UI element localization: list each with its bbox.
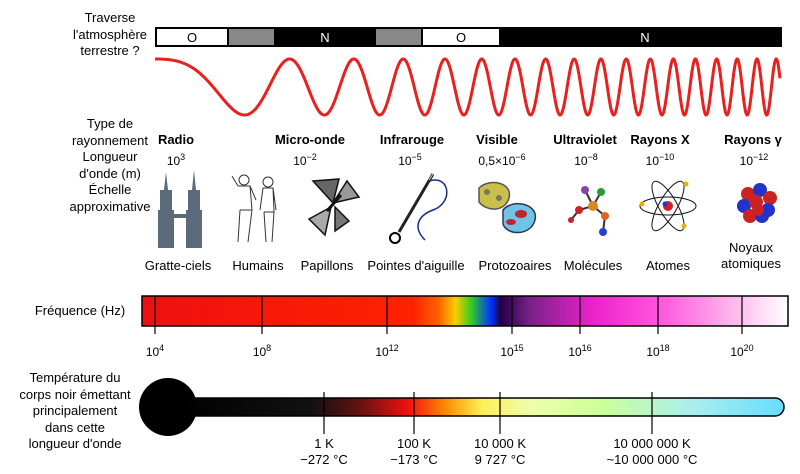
thermometer-bulb <box>139 378 197 436</box>
type-infrarouge: Infrarouge <box>379 132 445 147</box>
type-visible: Visible <box>476 132 518 147</box>
wave <box>155 57 782 117</box>
molecule-icon <box>568 186 609 236</box>
atmosphere-label-o2: O <box>456 30 466 45</box>
atmosphere-bar: O N O N <box>155 27 782 47</box>
scale-papillons: Papillons <box>300 258 354 273</box>
atmosphere-label-o1: O <box>187 30 197 45</box>
scale-molecules: Molécules <box>563 258 623 273</box>
atmosphere-segment <box>374 27 423 47</box>
freq-tick-1e20: 1020 <box>730 343 754 359</box>
frequency-bar <box>141 295 789 334</box>
temperature-label: Température du corps noir émettant princ… <box>19 370 131 451</box>
type-rayons-x: Rayons X <box>630 132 690 147</box>
atmosphere-label: Traverse l'atmosphère terrestre ? <box>72 10 148 58</box>
temp-1k: 1 K −272 °C <box>300 436 348 467</box>
freq-tick-1e18: 1018 <box>646 343 670 359</box>
wavelength-infrarouge: 10−5 <box>398 152 422 168</box>
radiation-row-labels: Type de rayonnement Longueur d'onde (m) … <box>69 116 151 214</box>
wavelength-radio: 103 <box>166 152 186 168</box>
atom-icon <box>639 180 697 232</box>
freq-tick-1e4: 104 <box>145 343 165 359</box>
wavelength-rayons-gamma: 10−12 <box>739 152 769 168</box>
wavelength-micro-onde: 10−2 <box>293 152 317 168</box>
scale-atomes: Atomes <box>645 258 691 273</box>
type-ultraviolet: Ultraviolet <box>553 132 617 147</box>
wavelength-rayons-x: 10−10 <box>645 152 675 168</box>
atmosphere-segment <box>227 27 276 47</box>
wavelength-visible: 0,5×10−6 <box>478 152 526 168</box>
protozoa-icon <box>478 181 536 234</box>
thermometer <box>139 378 785 436</box>
skyscraper-icon <box>158 170 202 248</box>
type-rayons-gamma: Rayons γ <box>724 132 782 147</box>
atmosphere-segment <box>499 27 782 47</box>
atmosphere-label-n2: N <box>640 30 649 45</box>
freq-tick-1e8: 108 <box>252 343 272 359</box>
scale-humains: Humains <box>232 258 284 273</box>
nucleus-icon <box>737 183 777 223</box>
type-radio: Radio <box>157 132 195 147</box>
scale-protozoaires: Protozoaires <box>478 258 552 273</box>
freq-tick-1e15: 1015 <box>500 343 524 359</box>
humans-icon <box>231 174 277 243</box>
scale-gratte-ciels: Gratte-ciels <box>144 258 212 273</box>
frequency-label: Fréquence (Hz) <box>34 303 126 318</box>
scale-noyaux: Noyaux atomiques <box>721 240 781 271</box>
wave-curve <box>155 57 782 117</box>
freq-tick-1e12: 1012 <box>375 343 399 359</box>
needle-icon <box>389 173 448 244</box>
wavelength-ultraviolet: 10−8 <box>574 152 598 168</box>
freq-tick-1e16: 1016 <box>568 343 592 359</box>
atmosphere-label-n1: N <box>320 30 329 45</box>
type-micro-onde: Micro-onde <box>274 132 346 147</box>
scale-pointes-aiguille: Pointes d'aiguille <box>367 258 465 273</box>
butterfly-icon <box>307 178 361 237</box>
temp-100k: 100 K −173 °C <box>390 436 438 467</box>
thermometer-tube <box>177 397 785 417</box>
temp-10000000k: 10 000 000 K ~10 000 000 °C <box>606 436 698 467</box>
